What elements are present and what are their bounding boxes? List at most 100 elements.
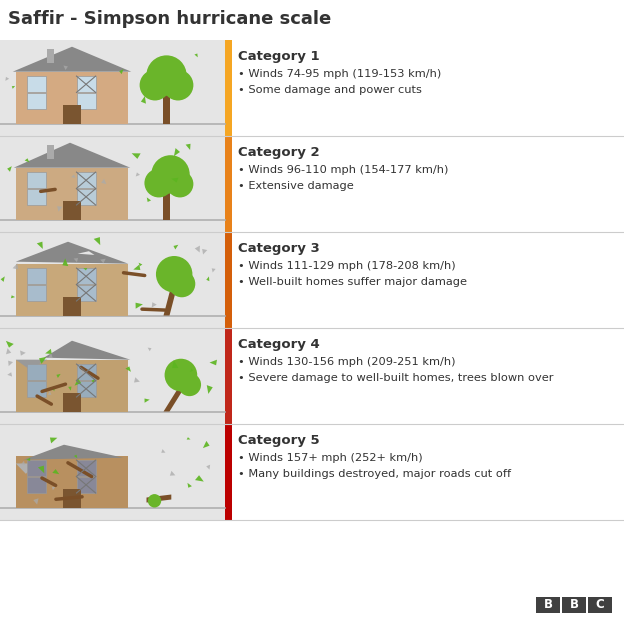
Circle shape (144, 169, 173, 197)
Polygon shape (52, 387, 55, 391)
Bar (16, 264, 129, 315)
Bar (16, 168, 129, 219)
Polygon shape (12, 86, 15, 89)
Polygon shape (195, 245, 200, 253)
Polygon shape (195, 475, 204, 482)
Text: Category 2: Category 2 (238, 146, 319, 159)
Polygon shape (134, 265, 140, 270)
Bar (27, 93, 46, 109)
Circle shape (163, 70, 193, 101)
Text: • Extensive damage: • Extensive damage (238, 181, 354, 191)
Polygon shape (14, 143, 130, 168)
Bar (77, 364, 95, 381)
Circle shape (165, 359, 197, 391)
Text: • Winds 157+ mph (252+ km/h): • Winds 157+ mph (252+ km/h) (238, 453, 422, 463)
Bar (77, 172, 95, 188)
Bar (27, 284, 46, 301)
Bar (562, 597, 586, 613)
Bar (232, 328, 624, 424)
Polygon shape (6, 77, 9, 81)
Bar (27, 364, 46, 381)
Polygon shape (152, 302, 157, 307)
Text: • Many buildings destroyed, major roads cut off: • Many buildings destroyed, major roads … (238, 469, 511, 479)
Circle shape (178, 373, 201, 396)
Polygon shape (57, 206, 62, 212)
Polygon shape (210, 360, 217, 365)
Text: • Well-built homes suffer major damage: • Well-built homes suffer major damage (238, 277, 467, 287)
Circle shape (156, 256, 192, 292)
Polygon shape (136, 173, 140, 176)
Polygon shape (173, 245, 178, 250)
Polygon shape (139, 263, 142, 266)
Polygon shape (20, 350, 26, 356)
Text: Saffir - Simpson hurricane scale: Saffir - Simpson hurricane scale (8, 10, 331, 28)
Bar (27, 268, 46, 284)
Bar (77, 477, 95, 493)
Polygon shape (38, 466, 44, 473)
Bar (27, 477, 46, 493)
Polygon shape (50, 438, 57, 443)
Polygon shape (24, 445, 124, 460)
Polygon shape (212, 268, 216, 273)
Polygon shape (44, 341, 130, 360)
Polygon shape (119, 69, 124, 74)
Polygon shape (45, 349, 52, 354)
Polygon shape (145, 399, 150, 403)
Polygon shape (12, 263, 18, 270)
Polygon shape (84, 268, 87, 271)
Bar (77, 76, 95, 93)
Bar (163, 93, 170, 124)
Text: Category 1: Category 1 (238, 50, 319, 63)
Bar (225, 40, 232, 136)
Bar (0, 232, 225, 328)
Bar (16, 360, 129, 412)
Polygon shape (48, 391, 51, 395)
Bar (225, 232, 232, 328)
Bar (63, 489, 81, 507)
Polygon shape (135, 302, 143, 309)
Bar (232, 232, 624, 328)
Text: • Severe damage to well-built homes, trees blown over: • Severe damage to well-built homes, tre… (238, 373, 553, 383)
Bar (27, 76, 46, 93)
Polygon shape (74, 455, 77, 458)
Polygon shape (37, 242, 43, 249)
Bar (225, 328, 232, 424)
Bar (63, 201, 81, 219)
Bar (16, 71, 129, 124)
Bar (77, 381, 95, 397)
Text: B: B (570, 599, 578, 612)
Polygon shape (56, 374, 61, 378)
Bar (0, 136, 225, 232)
Polygon shape (147, 197, 151, 202)
Bar (225, 424, 232, 520)
Polygon shape (24, 158, 29, 163)
Bar (77, 268, 95, 284)
Bar (47, 145, 54, 159)
Bar (536, 597, 560, 613)
Polygon shape (134, 377, 140, 383)
Polygon shape (94, 237, 100, 245)
Bar (16, 456, 129, 507)
Bar (588, 597, 612, 613)
Polygon shape (12, 47, 131, 71)
Polygon shape (7, 166, 12, 172)
Text: Category 4: Category 4 (238, 338, 319, 351)
Polygon shape (39, 357, 46, 364)
Polygon shape (185, 144, 190, 150)
Polygon shape (101, 179, 106, 184)
Polygon shape (16, 360, 47, 369)
Polygon shape (26, 458, 30, 461)
Circle shape (140, 70, 170, 101)
Bar (0, 424, 225, 520)
Bar (225, 136, 232, 232)
Polygon shape (207, 276, 210, 281)
Polygon shape (52, 487, 56, 491)
Polygon shape (7, 372, 12, 376)
Polygon shape (71, 175, 76, 178)
Polygon shape (195, 53, 198, 57)
Polygon shape (100, 258, 106, 263)
Polygon shape (48, 353, 53, 358)
Polygon shape (11, 296, 15, 298)
Polygon shape (187, 437, 190, 440)
Text: B: B (544, 599, 552, 612)
